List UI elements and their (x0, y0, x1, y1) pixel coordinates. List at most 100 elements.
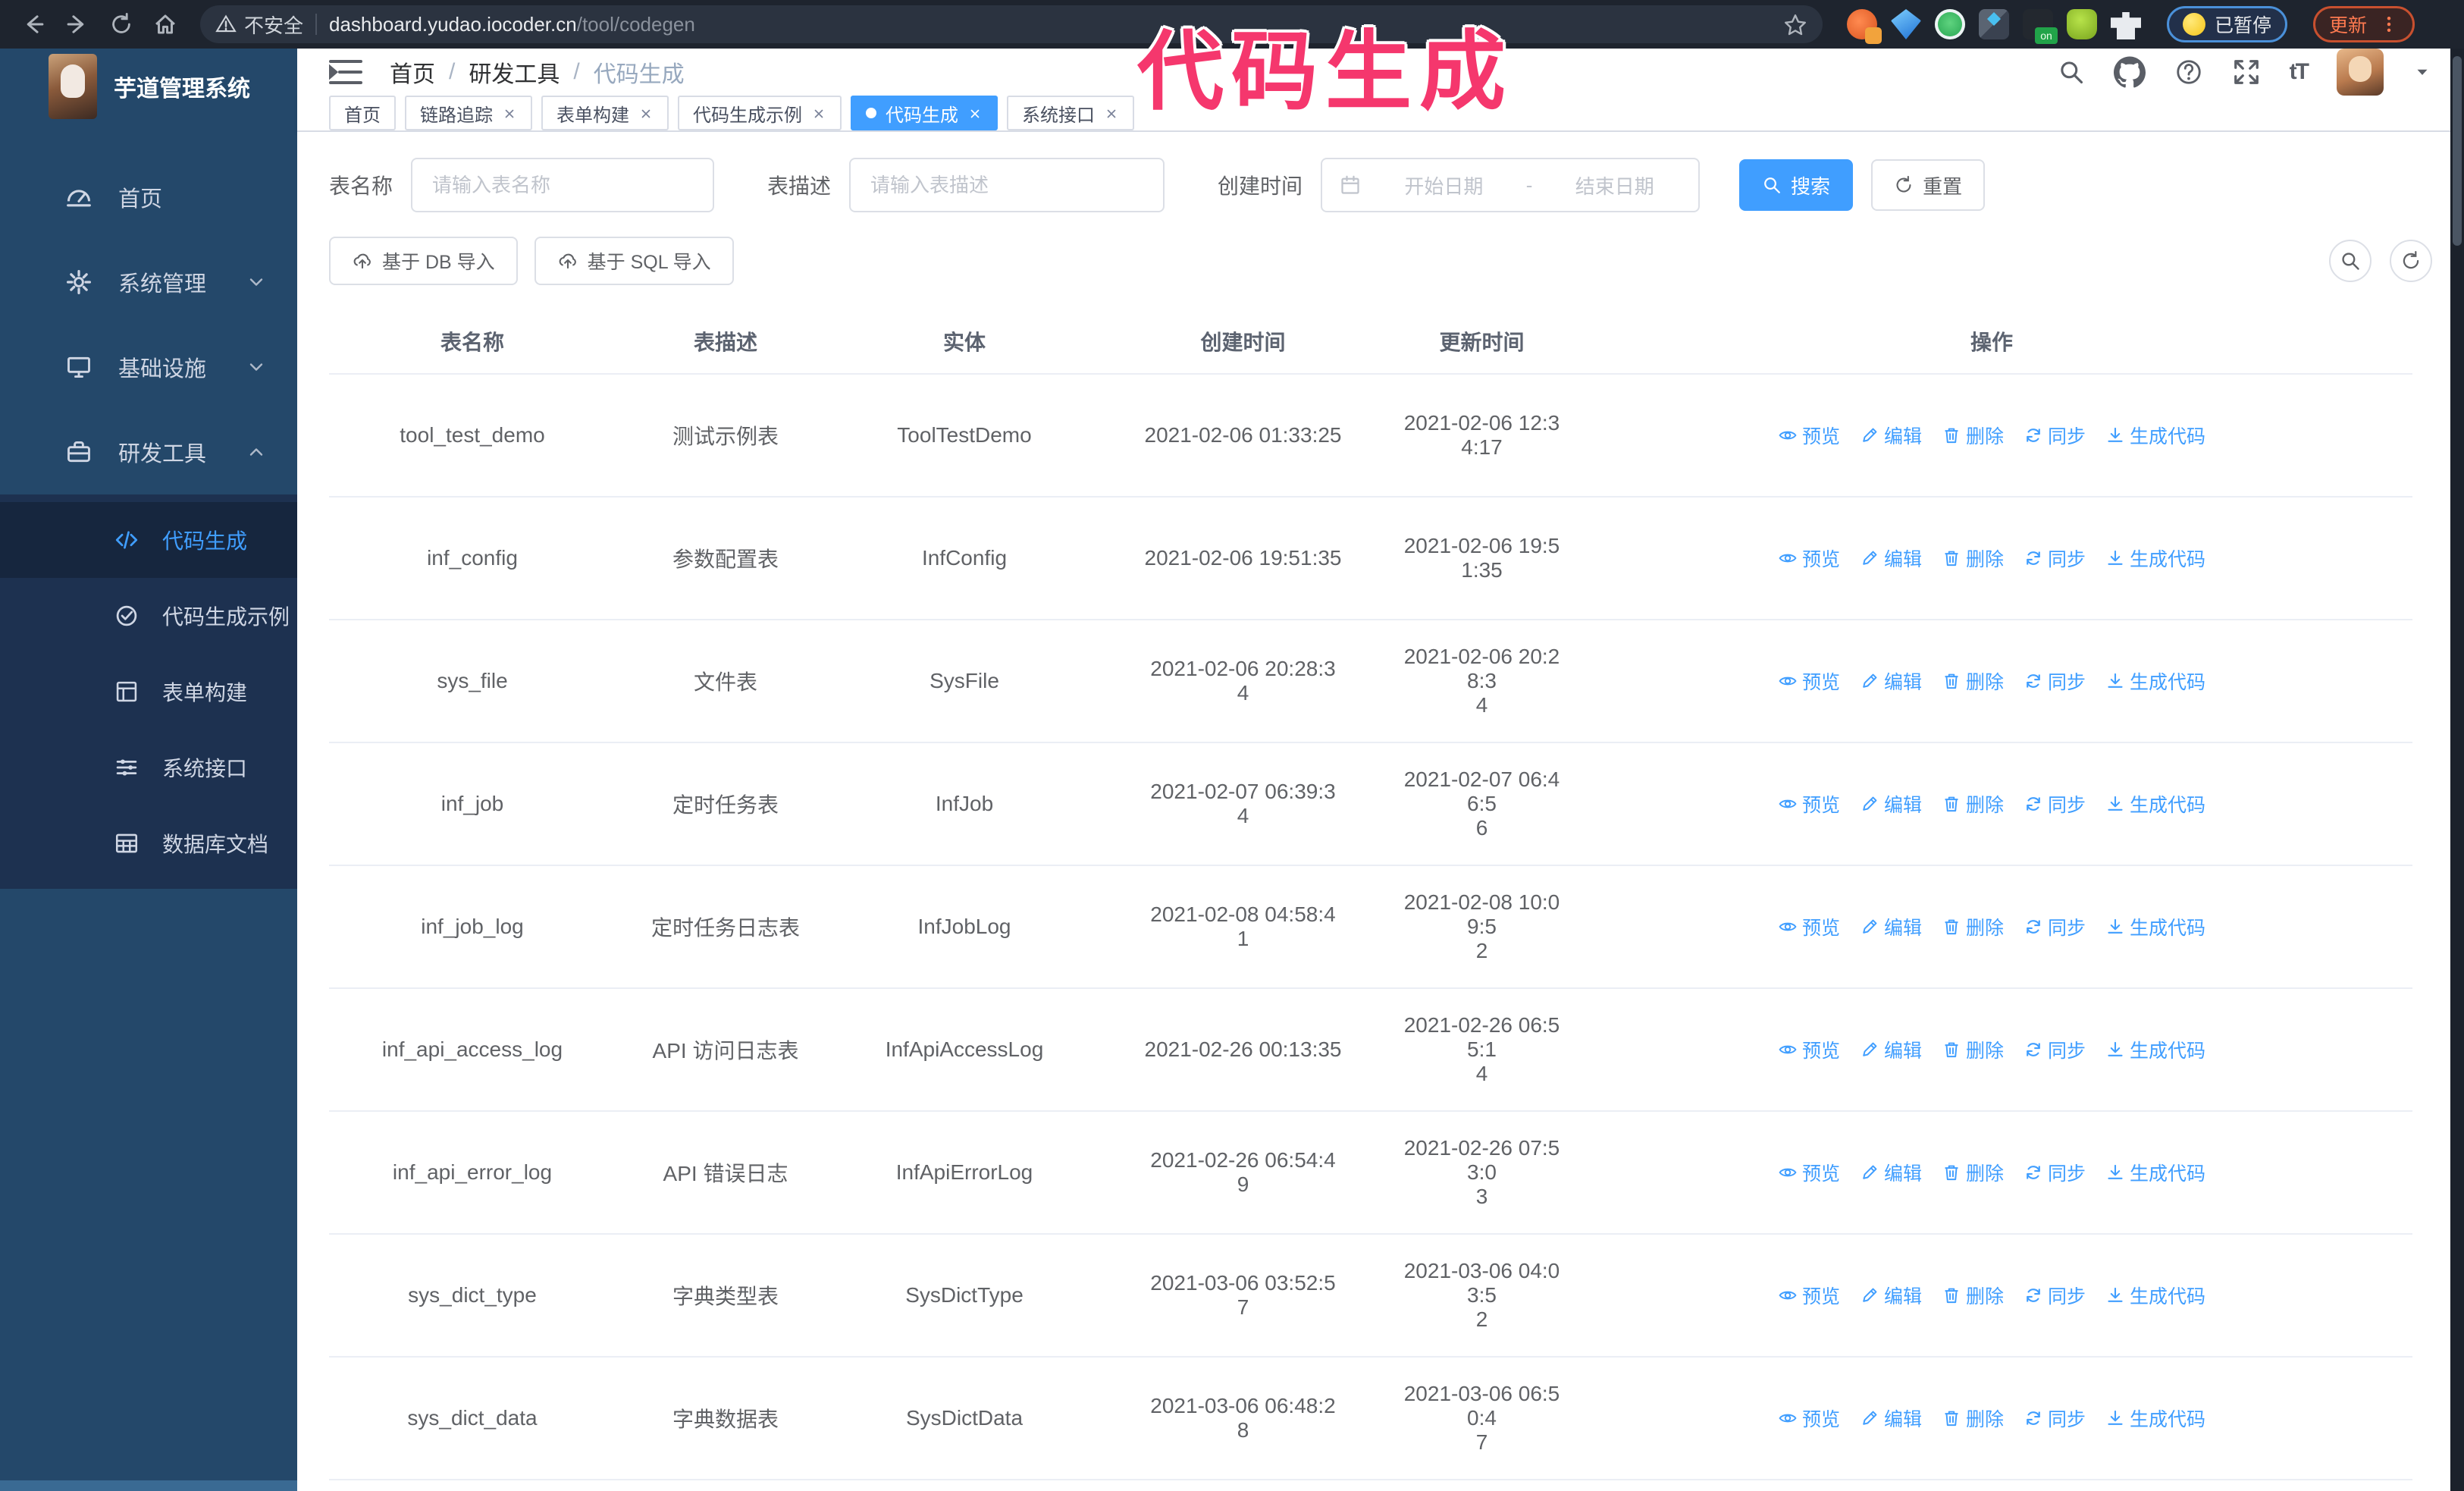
sync-action[interactable]: 同步 (2024, 1405, 2086, 1432)
user-avatar[interactable] (2337, 49, 2384, 96)
delete-action[interactable]: 删除 (1942, 545, 2004, 572)
date-range-picker[interactable]: 开始日期 - 结束日期 (1321, 158, 1701, 212)
preview-action[interactable]: 预览 (1778, 913, 1840, 940)
extension-icon[interactable] (2067, 9, 2097, 39)
sync-action[interactable]: 同步 (2024, 913, 2086, 940)
delete-action[interactable]: 删除 (1942, 1159, 2004, 1186)
generate-code-action[interactable]: 生成代码 (2105, 1405, 2205, 1432)
sync-action[interactable]: 同步 (2024, 422, 2086, 449)
fullscreen-icon[interactable] (2232, 58, 2261, 86)
toggle-search-button[interactable] (2329, 240, 2372, 282)
delete-action[interactable]: 删除 (1942, 790, 2004, 818)
delete-action[interactable]: 删除 (1942, 1036, 2004, 1063)
edit-action[interactable]: 编辑 (1860, 667, 1922, 695)
table-desc-input[interactable] (849, 158, 1165, 212)
date-start-placeholder[interactable]: 开始日期 (1404, 174, 1484, 198)
generate-code-action[interactable]: 生成代码 (2105, 790, 2205, 818)
preview-action[interactable]: 预览 (1778, 422, 1840, 449)
delete-action[interactable]: 删除 (1942, 422, 2004, 449)
browser-reload-button[interactable] (102, 5, 141, 44)
edit-action[interactable]: 编辑 (1860, 422, 1922, 449)
tab[interactable]: 系统接口 (1007, 96, 1134, 130)
delete-action[interactable]: 删除 (1942, 667, 2004, 695)
caret-down-icon[interactable] (2412, 62, 2432, 82)
paused-extension-badge[interactable]: 已暂停 (2167, 6, 2288, 42)
app-logo-row[interactable]: 芋道管理系统 (0, 49, 297, 124)
sync-action[interactable]: 同步 (2024, 1282, 2086, 1309)
generate-code-action[interactable]: 生成代码 (2105, 913, 2205, 940)
security-chip[interactable]: 不安全 (215, 11, 303, 39)
extension-icon[interactable] (1935, 9, 1965, 39)
browser-update-button[interactable]: 更新 (2313, 6, 2415, 42)
preview-action[interactable]: 预览 (1778, 790, 1840, 818)
sync-action[interactable]: 同步 (2024, 1036, 2086, 1063)
edit-action[interactable]: 编辑 (1860, 1159, 1922, 1186)
generate-code-action[interactable]: 生成代码 (2105, 667, 2205, 695)
sidebar-submenu-item[interactable]: 代码生成 (0, 502, 297, 578)
preview-action[interactable]: 预览 (1778, 545, 1840, 572)
tab-close-icon[interactable] (811, 103, 826, 123)
reset-button[interactable]: 重置 (1871, 159, 1986, 211)
date-end-placeholder[interactable]: 结束日期 (1575, 174, 1654, 198)
breadcrumb-group[interactable]: 研发工具 (469, 62, 560, 87)
extension-icon[interactable] (1891, 9, 1921, 39)
browser-home-button[interactable] (146, 5, 185, 44)
refresh-table-button[interactable] (2390, 240, 2432, 282)
edit-action[interactable]: 编辑 (1860, 790, 1922, 818)
tab[interactable]: 表单构建 (541, 96, 669, 130)
sync-action[interactable]: 同步 (2024, 790, 2086, 818)
import-db-button[interactable]: 基于 DB 导入 (329, 237, 518, 285)
delete-action[interactable]: 删除 (1942, 913, 2004, 940)
search-icon[interactable] (2058, 58, 2085, 86)
sync-action[interactable]: 同步 (2024, 1159, 2086, 1186)
github-icon[interactable] (2114, 56, 2146, 88)
tab-close-icon[interactable] (967, 103, 983, 123)
sidebar-menu-item[interactable]: 研发工具 (0, 410, 297, 494)
delete-action[interactable]: 删除 (1942, 1282, 2004, 1309)
address-bar[interactable]: 不安全 dashboard.yudao.iocoder.cn/tool/code… (200, 5, 1823, 43)
extension-icon[interactable] (1847, 9, 1882, 44)
page-scrollbar[interactable] (2450, 49, 2464, 1491)
sidebar-submenu-item[interactable]: 系统接口 (0, 730, 297, 805)
edit-action[interactable]: 编辑 (1860, 913, 1922, 940)
sidebar-submenu-item[interactable]: 数据库文档 (0, 805, 297, 881)
import-sql-button[interactable]: 基于 SQL 导入 (534, 237, 734, 285)
tab-close-icon[interactable] (502, 103, 517, 123)
preview-action[interactable]: 预览 (1778, 1036, 1840, 1063)
tab[interactable]: 代码生成 (851, 96, 998, 130)
scrollbar-thumb[interactable] (2453, 56, 2462, 246)
sidebar-menu-item[interactable]: 基础设施 (0, 325, 297, 410)
extension-icon[interactable]: on (2023, 9, 2058, 44)
sidebar-submenu-item[interactable]: 代码生成示例 (0, 578, 297, 654)
bookmark-star-icon[interactable] (1783, 11, 1807, 37)
sidebar-menu-item[interactable]: 首页 (0, 155, 297, 240)
generate-code-action[interactable]: 生成代码 (2105, 1159, 2205, 1186)
tab[interactable]: 链路追踪 (405, 96, 532, 130)
edit-action[interactable]: 编辑 (1860, 545, 1922, 572)
tab-close-icon[interactable] (638, 103, 654, 123)
edit-action[interactable]: 编辑 (1860, 1036, 1922, 1063)
preview-action[interactable]: 预览 (1778, 1405, 1840, 1432)
generate-code-action[interactable]: 生成代码 (2105, 1282, 2205, 1309)
extension-icon[interactable] (1979, 9, 2009, 39)
tab[interactable]: 代码生成示例 (678, 96, 842, 130)
table-name-input[interactable] (411, 158, 715, 212)
tab-close-icon[interactable] (1104, 103, 1119, 123)
edit-action[interactable]: 编辑 (1860, 1405, 1922, 1432)
tab[interactable]: 首页 (329, 96, 396, 130)
delete-action[interactable]: 删除 (1942, 1405, 2004, 1432)
help-icon[interactable] (2174, 58, 2203, 86)
sync-action[interactable]: 同步 (2024, 545, 2086, 572)
sidebar-menu-item[interactable]: 系统管理 (0, 240, 297, 325)
search-button[interactable]: 搜索 (1739, 159, 1854, 211)
dots-vertical-icon[interactable] (2379, 14, 2399, 34)
preview-action[interactable]: 预览 (1778, 667, 1840, 695)
extensions-puzzle-icon[interactable] (2111, 12, 2141, 39)
hamburger-icon[interactable] (329, 58, 362, 86)
generate-code-action[interactable]: 生成代码 (2105, 1036, 2205, 1063)
preview-action[interactable]: 预览 (1778, 1282, 1840, 1309)
edit-action[interactable]: 编辑 (1860, 1282, 1922, 1309)
preview-action[interactable]: 预览 (1778, 1159, 1840, 1186)
sync-action[interactable]: 同步 (2024, 667, 2086, 695)
generate-code-action[interactable]: 生成代码 (2105, 422, 2205, 449)
